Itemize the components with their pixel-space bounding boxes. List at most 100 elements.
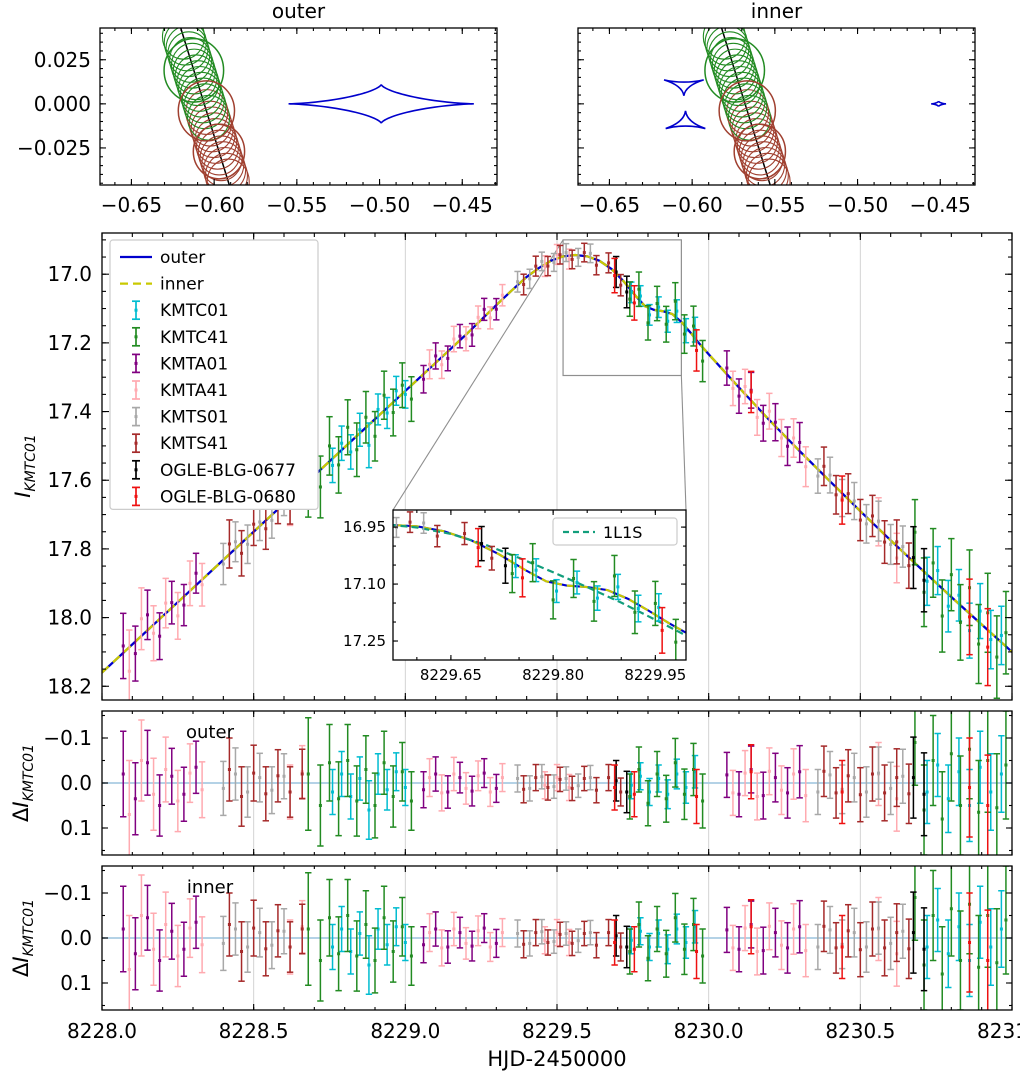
svg-text:8230.5: 8230.5 [825,1019,895,1043]
legend-label: OGLE-BLG-0680 [160,487,296,507]
svg-text:0.1: 0.1 [60,971,92,995]
legend-label: outer [160,248,205,268]
series-KMTS41 [406,511,496,571]
panel-title: outer [272,0,326,23]
legend-entry: OGLE-BLG-0677 [132,459,296,481]
svg-text:17.0: 17.0 [47,262,92,286]
svg-text:17.8: 17.8 [47,537,92,561]
residual-panel-label: outer [186,722,235,743]
legend-entry: OGLE-BLG-0680 [132,486,296,507]
svg-text:0.1: 0.1 [60,816,92,840]
x-axis-labels: 8228.0 8228.5 8229.0 8229.5 8230.0 8230.5 8231… [67,1019,1020,1071]
series-KMTS41 [226,737,913,827]
panel-residual-inner: −0.1 0.0 0.1 inner [43,865,1013,1011]
source-circles [702,28,791,185]
panel-caustic-inner: −0.65 −0.60 −0.55 −0.50 −0.45 inner [577,0,976,217]
series-OGLE-BLG-0677 [612,891,928,992]
svg-text:−0.65: −0.65 [101,193,162,217]
series-KMTC01 [512,554,662,623]
inset-legend-label: 1L1S [603,523,642,542]
residual-points [120,711,1010,855]
x-axis-title: HJD-2450000 [487,1047,626,1071]
svg-text:8228.5: 8228.5 [219,1019,289,1043]
series-OGLE-BLG-0680 [611,892,991,1010]
legend-entry: KMTS01 [132,406,229,428]
source-trajectory [180,28,231,185]
inset-panel: 8229.65 8229.80 8229.95 16.95 17.10 17.25 1L1S [343,509,687,684]
svg-text:18.0: 18.0 [47,606,92,630]
svg-text:17.10: 17.10 [343,575,386,593]
legend-entry: KMTA41 [132,380,228,401]
svg-text:−0.60: −0.60 [661,193,722,217]
svg-text:−0.50: −0.50 [827,193,888,217]
svg-text:−0.55: −0.55 [744,193,805,217]
legend-entry: outer [120,248,205,268]
series-OGLE-BLG-0677 [612,255,928,613]
svg-text:17.2: 17.2 [47,331,92,355]
caustic-curves [663,79,947,130]
series-OGLE-BLG-0680 [611,257,991,687]
caustic-curves [288,84,474,124]
legend-label: inner [160,275,204,295]
legend-label: OGLE-BLG-0677 [160,461,296,481]
svg-text:−0.45: −0.45 [432,193,493,217]
series-KMTS41 [226,892,913,982]
legend-entry: KMTA01 [132,353,228,374]
svg-text:0.000: 0.000 [34,92,91,116]
svg-text:18.2: 18.2 [47,674,92,698]
legend-entry: KMTS41 [132,433,229,454]
series-KMTA01 [120,297,803,682]
svg-text:−0.1: −0.1 [43,726,92,750]
legend-label: KMTS01 [160,408,229,428]
residual-panel-label: inner [187,877,234,898]
panel-residual-outer: −0.1 0.0 0.1 outer [43,710,1013,856]
svg-text:16.95: 16.95 [343,518,386,536]
residual2-y-axis-title: ΔIKMTC01 [9,899,37,977]
svg-text:−0.60: −0.60 [183,193,244,217]
legend-label: KMTA41 [160,381,228,401]
residual1-y-axis-title: ΔIKMTC01 [9,744,37,822]
main-y-axis-title: IKMTC01 [11,434,39,498]
svg-text:8229.0: 8229.0 [370,1019,440,1043]
legend-entry: inner [120,275,204,295]
zoom-indicator [392,239,687,511]
panel-light-curve: 8229.65 8229.80 8229.95 16.95 17.10 17.25 1L1S… [47,232,1013,701]
svg-text:−0.025: −0.025 [17,136,91,160]
data-points [120,242,1010,700]
legend-label: KMTS41 [160,434,229,454]
panel-title: inner [751,0,803,23]
svg-text:8231.0: 8231.0 [977,1019,1020,1043]
series-OGLE-BLG-0677 [478,525,509,584]
svg-text:−0.65: −0.65 [579,193,640,217]
residual-points [120,866,1010,1010]
series-KMTA01 [120,729,803,837]
svg-text:8228.0: 8228.0 [67,1019,137,1043]
svg-text:0.025: 0.025 [34,48,91,72]
svg-text:8229.80: 8229.80 [522,666,584,684]
svg-text:8229.95: 8229.95 [624,666,686,684]
legend-label: KMTC41 [160,328,229,348]
legend-entry: KMTC01 [132,300,229,321]
legend-label: KMTA01 [160,354,228,374]
svg-text:8229.5: 8229.5 [522,1019,592,1043]
svg-text:17.4: 17.4 [47,400,92,424]
svg-text:−0.55: −0.55 [266,193,327,217]
svg-text:−0.50: −0.50 [349,193,410,217]
legend: outer inner KMTC01 KMTC41 KMTA01 KMTA41 KMTS01… [109,239,319,510]
panel-caustic-outer: −0.65 −0.60 −0.55 −0.50 −0.45 0.025 0.000 −0.02… [17,0,498,217]
series-OGLE-BLG-0677 [612,736,928,837]
series-OGLE-BLG-0680 [611,737,991,855]
source-trajectory [720,28,771,185]
svg-text:0.0: 0.0 [60,926,92,950]
svg-text:−0.45: −0.45 [910,193,971,217]
legend-entry: KMTC41 [132,326,229,348]
series-KMTC41 [509,542,679,660]
legend-label: KMTC01 [160,301,229,321]
series-KMTA01 [120,884,803,992]
svg-text:0.0: 0.0 [60,771,92,795]
inset-legend: 1L1S [552,517,678,546]
series-KMTS01 [220,242,906,586]
source-circles [161,28,250,185]
